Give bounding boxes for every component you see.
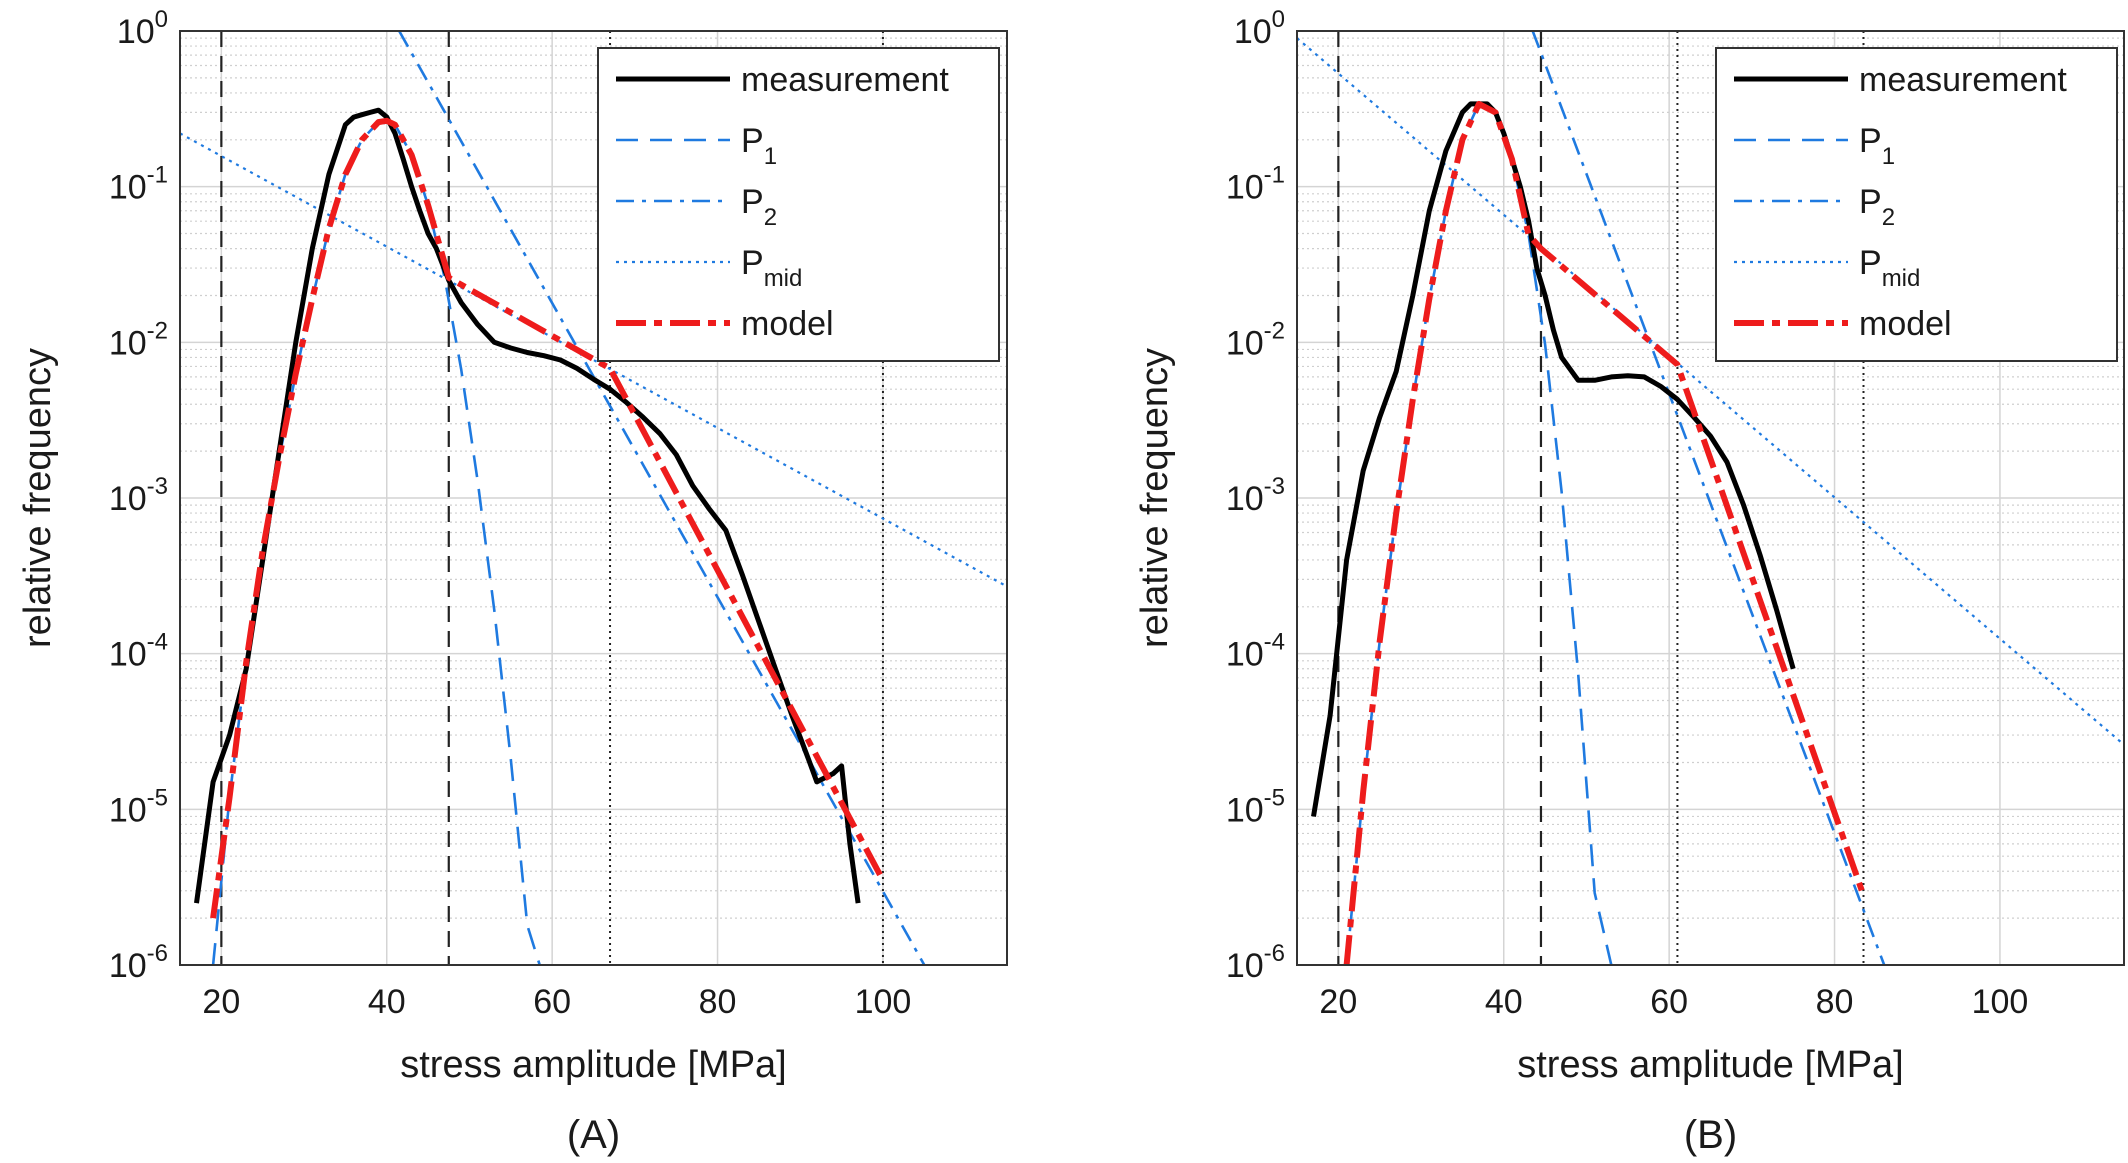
x-tick-label: 20 — [202, 983, 240, 1021]
y-axis-label: relative frequency — [1134, 348, 1176, 648]
y-tick-label: 10-6 — [1226, 940, 1285, 985]
series-model — [210, 117, 886, 919]
panel-label: (B) — [1684, 1113, 1737, 1157]
series-pmid — [180, 132, 1007, 588]
series-p1 — [1345, 102, 1624, 965]
y-axis-label: relative frequency — [17, 348, 59, 648]
legend-label-model: model — [741, 305, 834, 343]
legend-label-p2: P2 — [1859, 183, 1895, 231]
legend-label-p1: P1 — [741, 122, 777, 170]
legend: measurement P1 P2 Pmid model — [1715, 47, 2118, 362]
y-tick-label: 10-1 — [1226, 162, 1285, 207]
x-tick-label: 60 — [533, 983, 571, 1021]
y-tick-label: 10-5 — [109, 784, 168, 829]
x-tick-label: 40 — [368, 983, 406, 1021]
legend-label-p1: P1 — [1859, 122, 1895, 170]
chart-panel-a: 20 40 60 80 100 100 10-1 10-2 10-3 10-4 10-5 10-6 st… — [17, 6, 1008, 1157]
legend-box — [1715, 47, 2118, 362]
legend-label-pmid: Pmid — [1859, 244, 1920, 292]
y-tick-label: 10-3 — [1226, 473, 1285, 518]
series-measurement — [1311, 101, 1796, 817]
series-p2 — [398, 31, 926, 965]
y-tick-label: 10-1 — [109, 162, 168, 207]
legend-label-model: model — [1859, 305, 1952, 343]
axes-frame — [179, 30, 1008, 966]
x-axis-label: stress amplitude [MPa] — [1517, 1044, 1903, 1086]
series-measurement — [194, 107, 861, 904]
x-tick-label: 100 — [855, 983, 912, 1021]
legend-label-p2: P2 — [741, 183, 777, 231]
legend-label-measurement: measurement — [741, 61, 949, 99]
plot-area — [180, 31, 1007, 965]
chart-panel-b: 20 40 60 80 100 100 10-1 10-2 10-3 10-4 10-5 10-6 st… — [1134, 6, 2125, 1157]
y-tick-label: 100 — [1234, 6, 1285, 51]
legend-label-measurement: measurement — [1859, 61, 2067, 99]
y-tick-label: 10-5 — [1226, 784, 1285, 829]
x-tick-label: 20 — [1319, 983, 1357, 1021]
y-tick-label: 10-2 — [109, 317, 168, 362]
series-model — [1343, 100, 1867, 965]
axes-frame — [1296, 30, 2125, 966]
y-tick-label: 10-2 — [1226, 317, 1285, 362]
y-tick-label: 100 — [117, 6, 168, 51]
x-tick-label: 80 — [699, 983, 737, 1021]
series-pmid — [1297, 37, 2124, 746]
plot-area — [1297, 31, 2124, 965]
panel-label: (A) — [567, 1113, 620, 1157]
series-p2 — [1531, 31, 1886, 965]
x-tick-label: 60 — [1650, 983, 1688, 1021]
y-tick-label: 10-4 — [1226, 629, 1285, 674]
y-tick-label: 10-6 — [109, 940, 168, 985]
x-tick-label: 40 — [1485, 983, 1523, 1021]
x-axis-label: stress amplitude [MPa] — [400, 1044, 786, 1086]
x-tick-label: 80 — [1816, 983, 1854, 1021]
y-tick-label: 10-3 — [109, 473, 168, 518]
x-tick-label: 100 — [1972, 983, 2029, 1021]
legend-label-pmid: Pmid — [741, 244, 802, 292]
legend-box — [597, 47, 1000, 362]
y-tick-label: 10-4 — [109, 629, 168, 674]
legend: measurement P1 P2 Pmid model — [597, 47, 1000, 362]
